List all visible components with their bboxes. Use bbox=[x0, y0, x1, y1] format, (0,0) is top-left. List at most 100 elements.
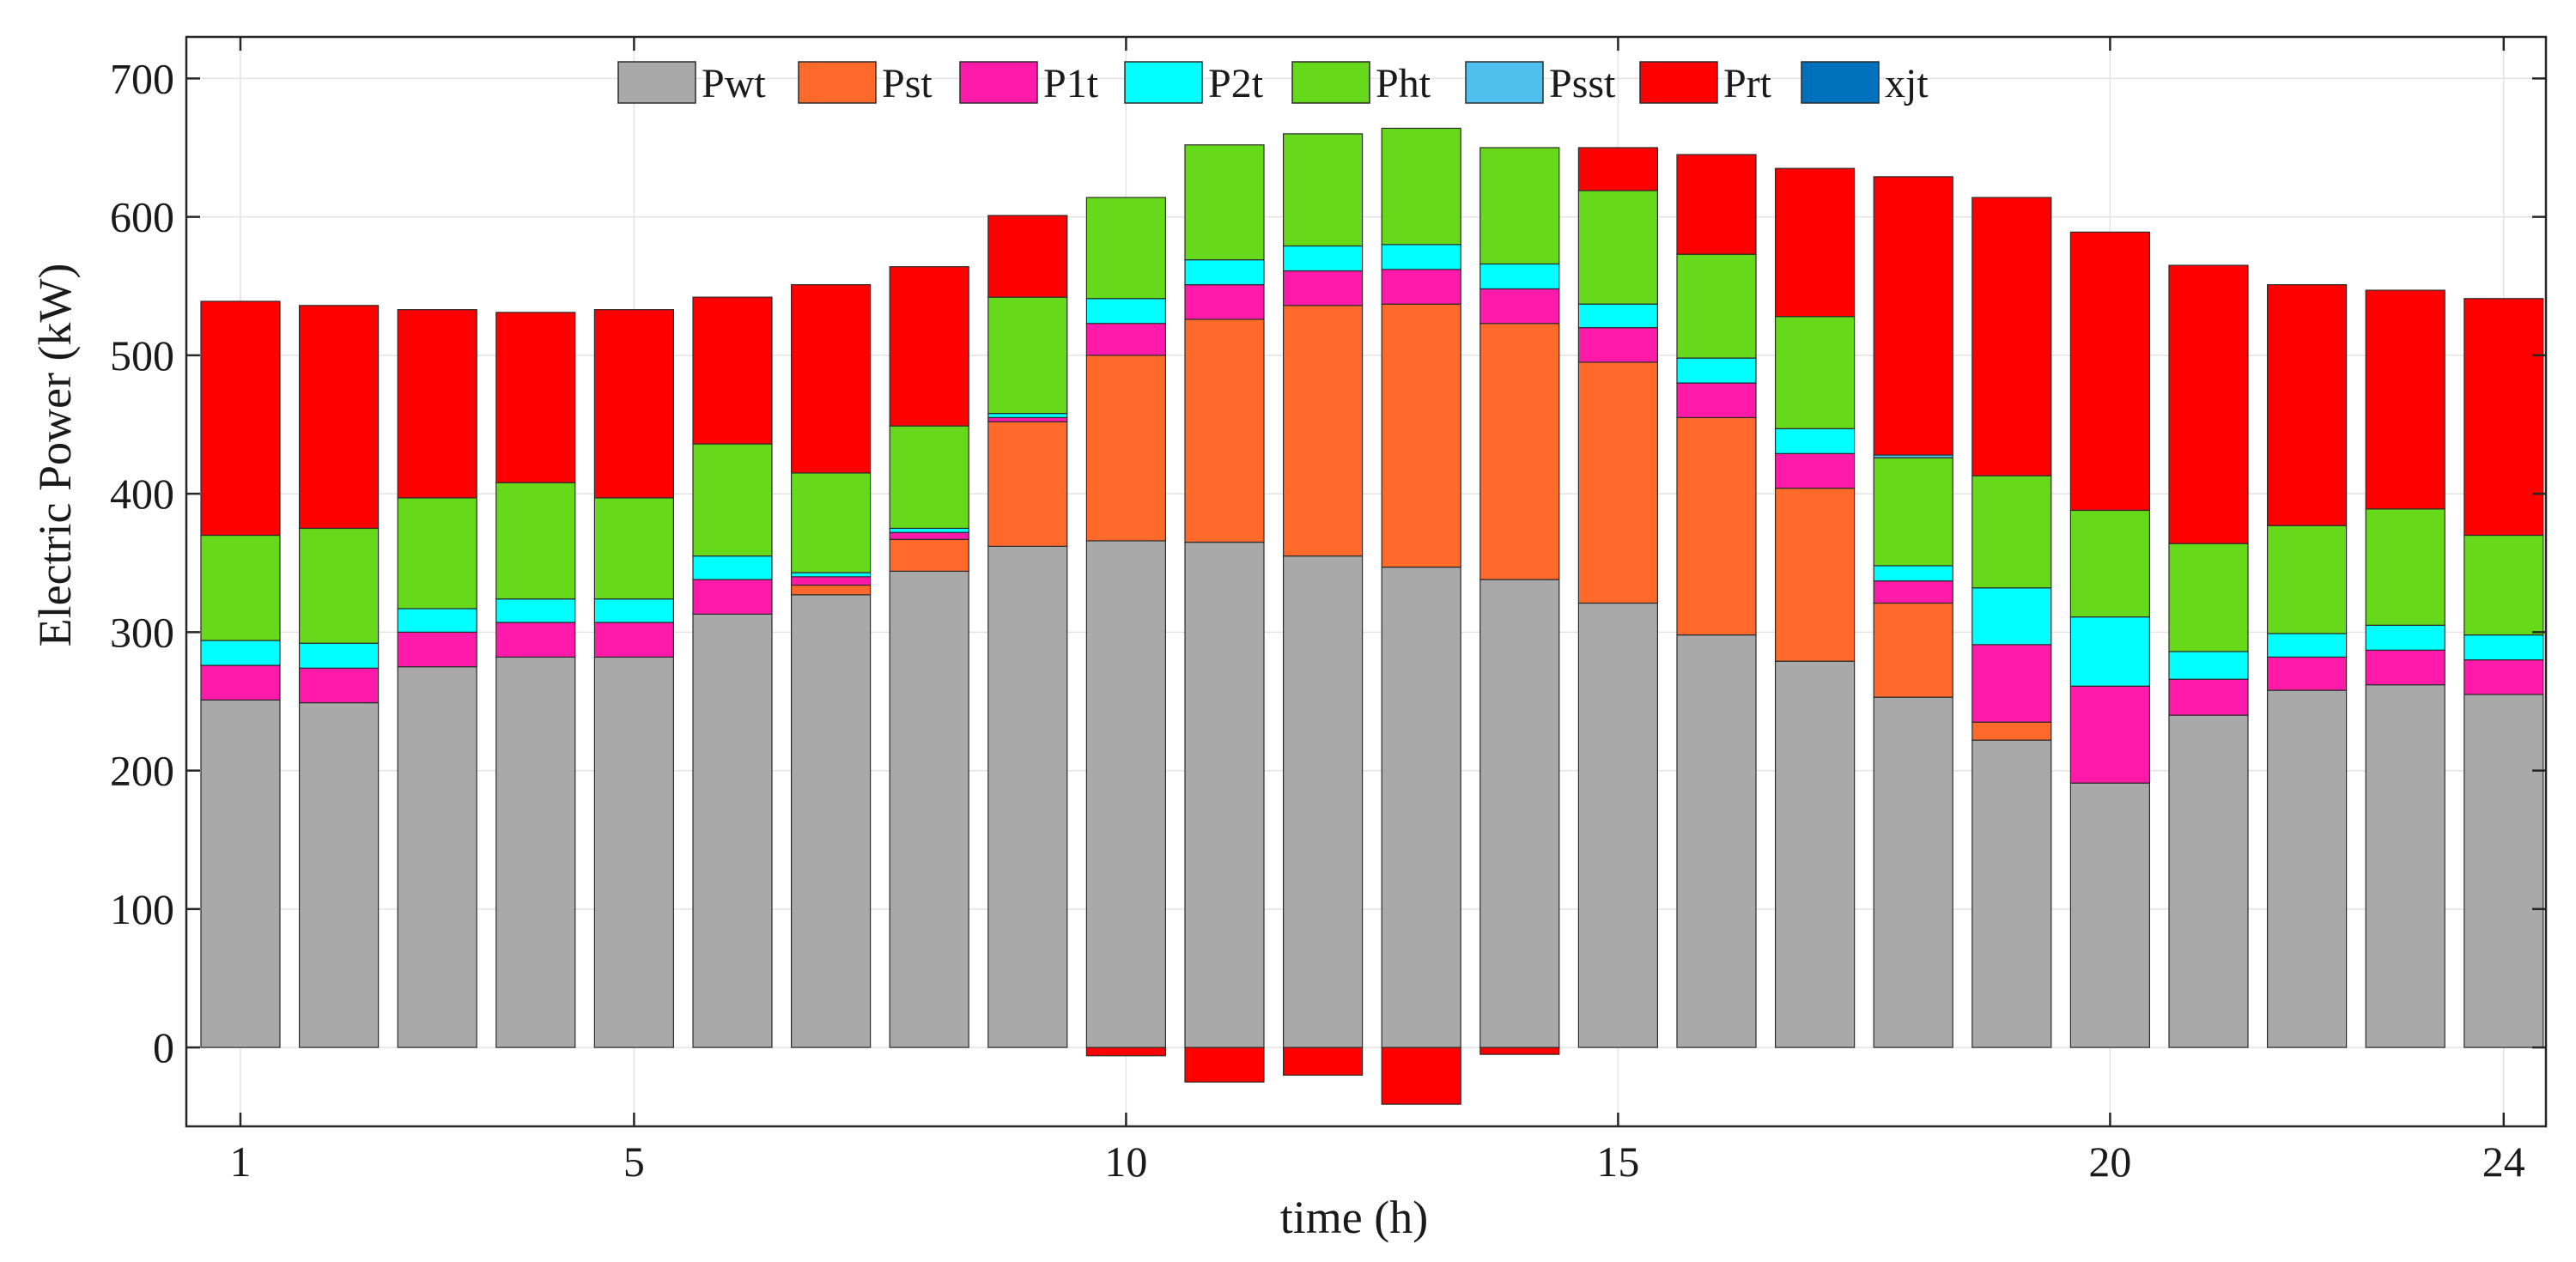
bar-segment-pht-20 bbox=[2069, 509, 2150, 618]
legend-swatch-pht bbox=[1291, 61, 1370, 104]
bar-segment-pht-10 bbox=[1085, 197, 1167, 300]
bar-segment-pht-6 bbox=[692, 443, 773, 557]
bar-segment-prt-4 bbox=[495, 312, 576, 483]
y-axis-title: Electric Power (kW) bbox=[29, 264, 81, 647]
x-tick-label: 5 bbox=[623, 1138, 645, 1186]
bar-segment-pht-1 bbox=[200, 534, 281, 641]
bar-segment-p1t-23 bbox=[2365, 649, 2445, 686]
bar-segment-pwt-5 bbox=[593, 656, 675, 1048]
bar-segment-pht-4 bbox=[495, 482, 576, 600]
bar-segment-pht-5 bbox=[593, 497, 675, 600]
bar-segment-pwt-7 bbox=[790, 594, 872, 1048]
legend-swatch-prt bbox=[1639, 61, 1718, 104]
bar-segment-pht-9 bbox=[987, 296, 1068, 415]
bar-segment-p1t-2 bbox=[299, 667, 380, 704]
bar-segment-p2t-24 bbox=[2464, 634, 2544, 661]
bar-segment-pwt-19 bbox=[1971, 739, 2052, 1048]
bar-segment-p1t-10 bbox=[1085, 323, 1167, 356]
bar-segment-pwt-6 bbox=[692, 613, 773, 1048]
x-tick-label: 20 bbox=[2088, 1138, 2131, 1186]
bar-segment-p2t-19 bbox=[1971, 587, 2052, 646]
bar-segment-prt-18 bbox=[1873, 176, 1953, 456]
bar-segment-prt-20 bbox=[2069, 231, 2150, 512]
bar-segment-p1t-16 bbox=[1676, 382, 1757, 419]
bar-segment-p1t-11 bbox=[1184, 284, 1265, 320]
bar-segment-p1t-22 bbox=[2267, 656, 2348, 691]
bar-segment-pwt-4 bbox=[495, 656, 576, 1048]
bar-segment-pht-23 bbox=[2365, 508, 2445, 626]
bar-segment-pht-7 bbox=[790, 472, 872, 573]
bar-segment-pwt-9 bbox=[987, 545, 1068, 1048]
bar-segment-p1t-9 bbox=[987, 416, 1068, 422]
bar-segment-prt-12 bbox=[1282, 1047, 1364, 1076]
bar-segment-p2t-1 bbox=[200, 640, 281, 666]
legend-swatch-pst bbox=[798, 61, 877, 104]
bar-segment-prt-17 bbox=[1775, 167, 1856, 318]
bar-segment-pwt-22 bbox=[2267, 689, 2348, 1048]
bar-segment-p2t-11 bbox=[1184, 259, 1265, 286]
bar-segment-p1t-5 bbox=[593, 622, 675, 658]
bar-segment-p2t-9 bbox=[987, 412, 1068, 419]
plot-area bbox=[186, 37, 2546, 1126]
legend-label-psst: Psst bbox=[1549, 61, 1616, 106]
y-tick-label: 100 bbox=[110, 885, 174, 933]
x-tick-label: 1 bbox=[230, 1138, 252, 1186]
bar-segment-prt-7 bbox=[790, 284, 872, 474]
x-tick-label: 15 bbox=[1596, 1138, 1639, 1186]
y-tick-label: 200 bbox=[110, 747, 174, 795]
bar-segment-prt-24 bbox=[2464, 298, 2544, 537]
bar-segment-p2t-15 bbox=[1577, 303, 1659, 329]
bar-segment-pwt-11 bbox=[1184, 541, 1265, 1048]
bar-segment-prt-15 bbox=[1577, 147, 1659, 191]
bar-segment-p1t-21 bbox=[2168, 678, 2249, 716]
bar-segment-pwt-8 bbox=[889, 570, 969, 1048]
bar-segment-pst-15 bbox=[1577, 361, 1659, 604]
legend-label-prt: Prt bbox=[1723, 61, 1772, 106]
bar-segment-pwt-2 bbox=[299, 701, 380, 1048]
bar-segment-prt-9 bbox=[987, 215, 1068, 298]
legend-swatch-psst bbox=[1465, 61, 1544, 104]
bar-segment-p1t-18 bbox=[1873, 580, 1953, 604]
bar-segment-p2t-8 bbox=[889, 527, 969, 533]
bar-segment-p1t-12 bbox=[1282, 270, 1364, 306]
bar-segment-p1t-1 bbox=[200, 664, 281, 701]
bar-segment-pht-2 bbox=[299, 527, 380, 644]
bar-segment-pht-12 bbox=[1282, 133, 1364, 247]
legend-label-p1t: P1t bbox=[1043, 61, 1099, 106]
bar-segment-prt-16 bbox=[1676, 154, 1757, 255]
bar-segment-pwt-12 bbox=[1282, 555, 1364, 1048]
bar-segment-p1t-4 bbox=[495, 622, 576, 658]
bar-segment-prt-22 bbox=[2267, 284, 2348, 526]
bar-segment-pst-8 bbox=[889, 538, 969, 573]
bar-segment-pht-8 bbox=[889, 425, 969, 530]
bar-segment-prt-14 bbox=[1479, 1047, 1560, 1055]
bar-segment-p2t-4 bbox=[495, 598, 576, 623]
bar-segment-prt-21 bbox=[2168, 264, 2249, 544]
y-tick-label: 500 bbox=[110, 331, 174, 379]
bar-segment-pst-16 bbox=[1676, 416, 1757, 636]
legend-label-pwt: Pwt bbox=[702, 61, 766, 106]
bar-segment-p2t-21 bbox=[2168, 651, 2249, 680]
bar-segment-pht-19 bbox=[1971, 475, 2052, 589]
bar-segment-pst-13 bbox=[1381, 303, 1461, 568]
bar-segment-pwt-20 bbox=[2069, 782, 2150, 1048]
bar-segment-pst-17 bbox=[1775, 488, 1856, 662]
bar-segment-p2t-7 bbox=[790, 572, 872, 578]
bar-segment-pht-21 bbox=[2168, 543, 2249, 652]
x-axis-title: time (h) bbox=[1280, 1192, 1428, 1243]
bar-segment-pst-7 bbox=[790, 584, 872, 596]
bar-segment-p2t-13 bbox=[1381, 244, 1461, 270]
bar-segment-p2t-18 bbox=[1873, 565, 1953, 582]
y-tick-label: 0 bbox=[153, 1023, 174, 1071]
bar-segment-prt-13 bbox=[1381, 1047, 1461, 1105]
bar-segment-p1t-6 bbox=[692, 579, 773, 615]
bar-segment-pwt-14 bbox=[1479, 579, 1560, 1048]
bar-segment-pst-18 bbox=[1873, 602, 1953, 698]
bar-segment-pht-16 bbox=[1676, 253, 1757, 359]
bar-segment-prt-3 bbox=[397, 309, 477, 499]
bar-segment-pst-10 bbox=[1085, 355, 1167, 542]
bar-segment-p2t-3 bbox=[397, 608, 477, 633]
bar-segment-prt-6 bbox=[692, 296, 773, 445]
